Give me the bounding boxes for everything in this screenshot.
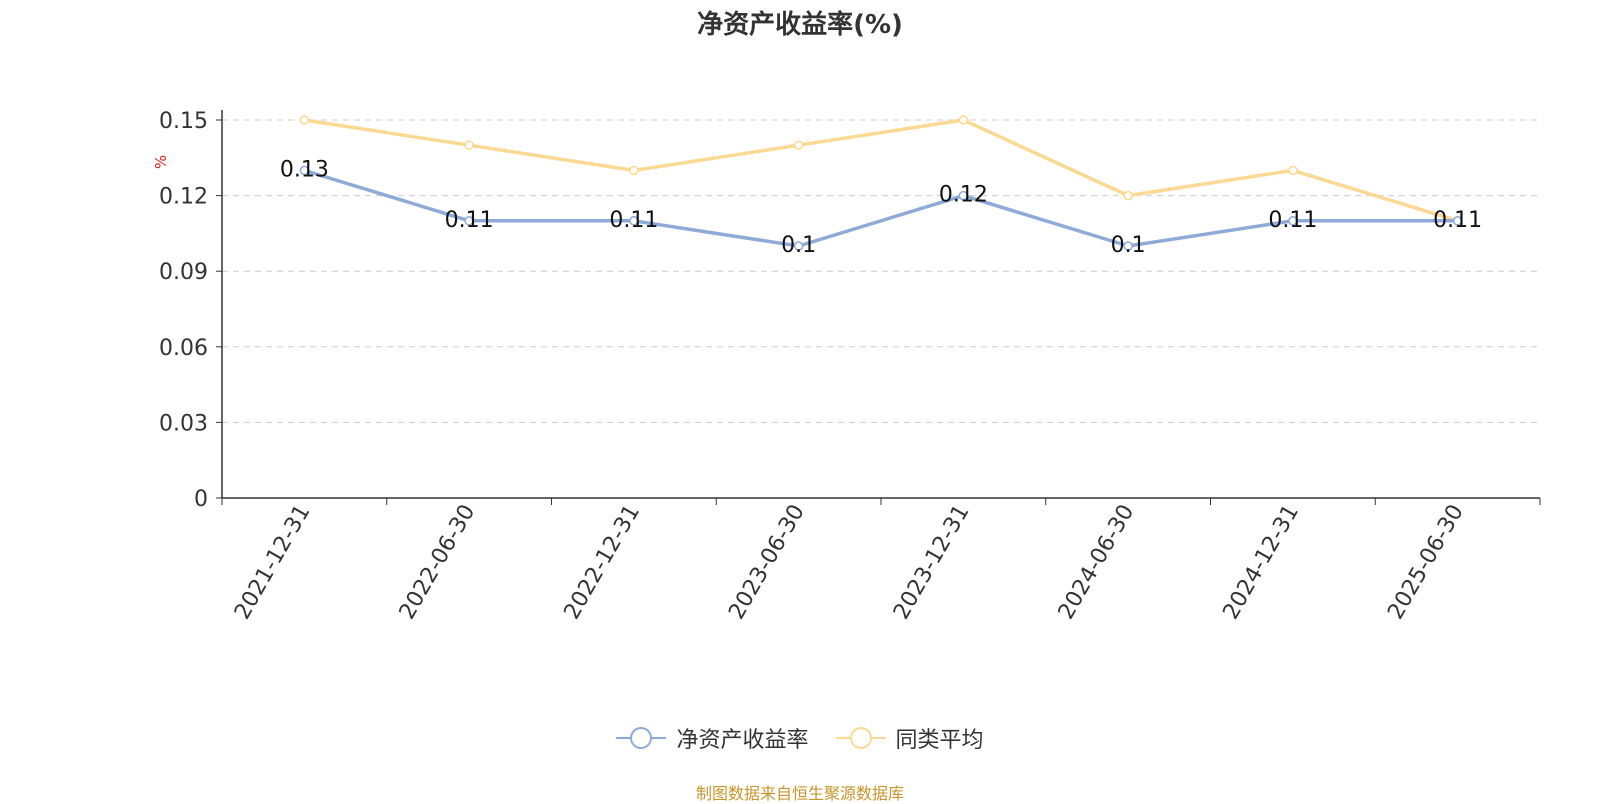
x-tick-label: 2024-06-30 — [1054, 501, 1140, 624]
data-point-series-1 — [958, 190, 969, 201]
chart-title: 净资产收益率(%) — [697, 10, 903, 40]
data-point-series-1 — [629, 216, 639, 226]
data-label: 0.11 — [445, 208, 494, 233]
x-tick-label: 2025-06-30 — [1383, 501, 1469, 624]
data-point-series-1 — [793, 241, 804, 251]
data-point-series-2 — [1123, 190, 1133, 201]
legend-label-series-2: 同类平均 — [895, 728, 984, 753]
data-label: 0.11 — [1268, 208, 1317, 233]
data-label: 0.11 — [1433, 208, 1482, 233]
data-point-series-2 — [629, 165, 639, 176]
x-tick-label: 2022-06-30 — [395, 501, 481, 624]
data-label: 0.1 — [781, 233, 816, 258]
y-tick-label: 0.03 — [159, 411, 208, 436]
y-tick-label: 0.09 — [159, 260, 208, 285]
data-point-series-1 — [299, 165, 310, 176]
series — [299, 115, 1463, 251]
y-tick-label: 0.12 — [159, 185, 208, 210]
data-point-series-2 — [1288, 165, 1298, 176]
data-label: 0.1 — [1111, 233, 1146, 258]
y-tick-label: 0 — [194, 487, 208, 512]
legend-label-series-1: 净资产收益率 — [676, 728, 809, 753]
data-point-series-2 — [793, 140, 804, 150]
legend-line-circle-icon — [616, 727, 667, 749]
data-labels: 0.13 0.11 0.11 0.1 0.12 0.1 0.11 0.11 — [280, 157, 1482, 258]
source-note: 制图数据来自恒生聚源数据库 — [695, 784, 904, 803]
data-point-series-1 — [1452, 216, 1463, 226]
legend: 净资产收益率 同类平均 — [0, 722, 1600, 756]
x-tick-label: 2024-12-31 — [1218, 501, 1304, 624]
x-tick-label: 2022-12-31 — [559, 501, 645, 624]
data-label: 0.13 — [280, 157, 329, 182]
x-tick-label: 2023-06-30 — [724, 501, 810, 624]
legend-item-series-1[interactable]: 净资产收益率 — [616, 722, 809, 754]
y-tick-label: 0.06 — [159, 336, 208, 361]
data-point-series-2 — [464, 140, 474, 150]
y-axis-label: % — [152, 155, 170, 169]
series-line-1 — [303, 168, 1458, 248]
data-point-series-2 — [299, 115, 310, 125]
data-label: 0.11 — [609, 208, 658, 233]
legend-item-series-2[interactable]: 同类平均 — [835, 722, 984, 754]
legend-line-circle-icon — [835, 727, 886, 749]
y-tick-label: 0.15 — [159, 109, 208, 134]
grid-lines — [222, 119, 1540, 423]
x-tick-label: 2023-12-31 — [889, 501, 975, 624]
x-tick-label: 2021-12-31 — [230, 501, 316, 624]
data-point-series-1 — [1123, 241, 1133, 251]
data-point-series-1 — [464, 216, 474, 226]
series-line-2 — [304, 118, 1459, 223]
data-point-series-1 — [1288, 216, 1298, 226]
line-chart: 0 0.03 0.06 0.09 0.12 0.15% 2021-12-31 2022-06-… — [152, 109, 1541, 624]
data-point-series-2 — [958, 115, 969, 125]
data-label: 0.12 — [939, 183, 988, 208]
